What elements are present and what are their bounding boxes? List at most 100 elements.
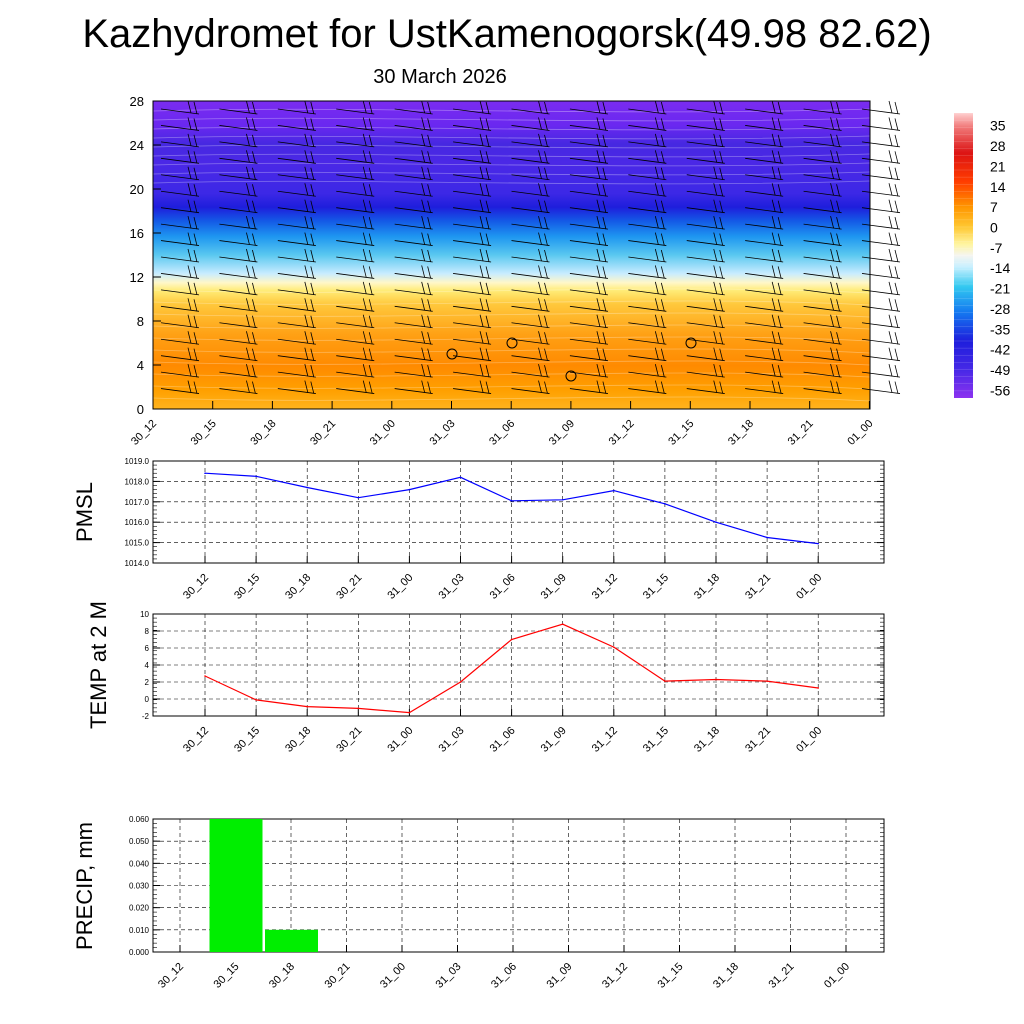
wind-barb — [160, 371, 200, 378]
wind-barb-feather — [479, 133, 484, 146]
wind-barb-feather — [304, 100, 309, 114]
wind-barb-feather — [777, 348, 782, 361]
wind-barb-feather — [654, 216, 659, 229]
wind-barb-feather — [830, 216, 834, 229]
pmsl-ytick-label: 1015.0 — [125, 539, 150, 548]
wind-barb — [511, 108, 550, 115]
wind-barb-feather — [368, 282, 373, 295]
wind-barb — [394, 305, 433, 312]
wind-barb — [628, 125, 667, 131]
temp-data-point — [255, 699, 257, 701]
wind-barb-feather — [362, 100, 367, 114]
wind-barb — [628, 174, 667, 181]
wind-barb-feather — [660, 184, 665, 197]
wind-barb — [686, 174, 725, 181]
wind-barb-feather — [246, 347, 250, 360]
wind-barb-feather — [479, 166, 484, 179]
wind-barb — [569, 256, 608, 263]
wind-barb-feather — [421, 265, 426, 278]
wind-barb — [861, 305, 901, 312]
wind-barb-feather — [544, 151, 548, 164]
wind-barb — [394, 322, 433, 329]
wind-barb-feather — [830, 248, 834, 262]
wind-barb — [277, 273, 316, 279]
wind-barb-feather — [485, 332, 490, 345]
y-tick-label: 20 — [130, 182, 144, 197]
wind-barb — [511, 289, 550, 296]
wind-barb — [219, 174, 258, 181]
precip-ylabel: PRECIP, mm — [72, 822, 97, 950]
wind-barb-feather — [193, 365, 198, 378]
wind-barb-feather — [421, 117, 426, 130]
temp-xtick-label: 31_18 — [692, 725, 722, 755]
wind-barb-feather — [602, 217, 607, 230]
wind-barb-feather — [596, 133, 601, 146]
wind-barb — [861, 371, 901, 378]
wind-barb-feather — [427, 101, 432, 115]
wind-barb — [160, 223, 200, 230]
wind-barb — [686, 256, 725, 263]
wind-barb-feather — [602, 233, 607, 246]
wind-barb-feather — [544, 381, 548, 394]
wind-barb-feather — [538, 364, 542, 377]
x-tick-label: 30_15 — [189, 418, 219, 448]
pmsl-data-point — [664, 503, 666, 505]
wind-barb-feather — [654, 199, 659, 212]
wind-barb-feather — [660, 299, 665, 312]
wind-barb-feather — [836, 348, 840, 361]
wind-barb — [861, 190, 901, 197]
wind-barb-feather — [368, 118, 373, 131]
wind-barb-feather — [479, 347, 484, 360]
wind-barb-feather — [368, 299, 373, 312]
wind-barb — [569, 207, 608, 214]
wind-barb — [745, 289, 784, 296]
wind-barb — [219, 322, 258, 329]
wind-barb-feather — [544, 134, 548, 147]
wind-barb-feather — [602, 200, 607, 213]
wind-barb-feather — [427, 381, 432, 394]
wind-barb-feather — [246, 133, 250, 146]
y-tick-label: 28 — [130, 94, 144, 109]
wind-barb — [453, 371, 492, 378]
wind-barb — [745, 371, 784, 378]
wind-barb-feather — [304, 380, 309, 393]
wind-barb-feather — [830, 380, 834, 393]
pmsl-data-point — [613, 489, 615, 492]
colorbar-label: -21 — [990, 281, 1010, 297]
wind-barb — [628, 190, 667, 197]
wind-barb-feather — [719, 118, 724, 131]
wind-barb — [160, 273, 200, 279]
wind-barb-feather — [830, 281, 834, 294]
wind-barb-feather — [719, 101, 724, 115]
temp-data-point — [459, 681, 462, 683]
isotherm-line — [152, 144, 871, 149]
wind-barb-feather — [427, 332, 432, 345]
wind-barb-feather — [538, 314, 542, 327]
wind-barb-feather — [888, 232, 893, 245]
wind-barb-feather — [362, 364, 367, 377]
wind-barb-feather — [713, 183, 718, 196]
wind-barb-feather — [888, 380, 893, 393]
wind-barb-feather — [362, 183, 367, 196]
wind-barb-feather — [544, 184, 548, 197]
wind-barb — [394, 256, 433, 263]
wind-barb-feather — [368, 249, 373, 263]
wind-barb-feather — [596, 183, 601, 196]
wind-barb — [453, 322, 492, 329]
wind-barb-feather — [654, 347, 659, 360]
wind-barb-feather — [485, 348, 490, 361]
wind-barb — [277, 240, 316, 246]
wind-barb-feather — [654, 133, 659, 146]
wind-barb-feather — [654, 380, 659, 393]
wind-barb — [745, 207, 784, 214]
temp-xtick-label: 31_00 — [385, 725, 415, 755]
wind-barb-feather — [894, 151, 899, 164]
wind-barb-feather — [894, 266, 899, 279]
wind-barb-feather — [187, 183, 192, 196]
pmsl-xtick-label: 01_00 — [794, 572, 824, 602]
wind-barb-feather — [836, 332, 840, 345]
wind-barb-feather — [894, 118, 899, 131]
wind-barb-feather — [713, 364, 718, 377]
temp-xtick-label: 30_21 — [334, 725, 364, 755]
